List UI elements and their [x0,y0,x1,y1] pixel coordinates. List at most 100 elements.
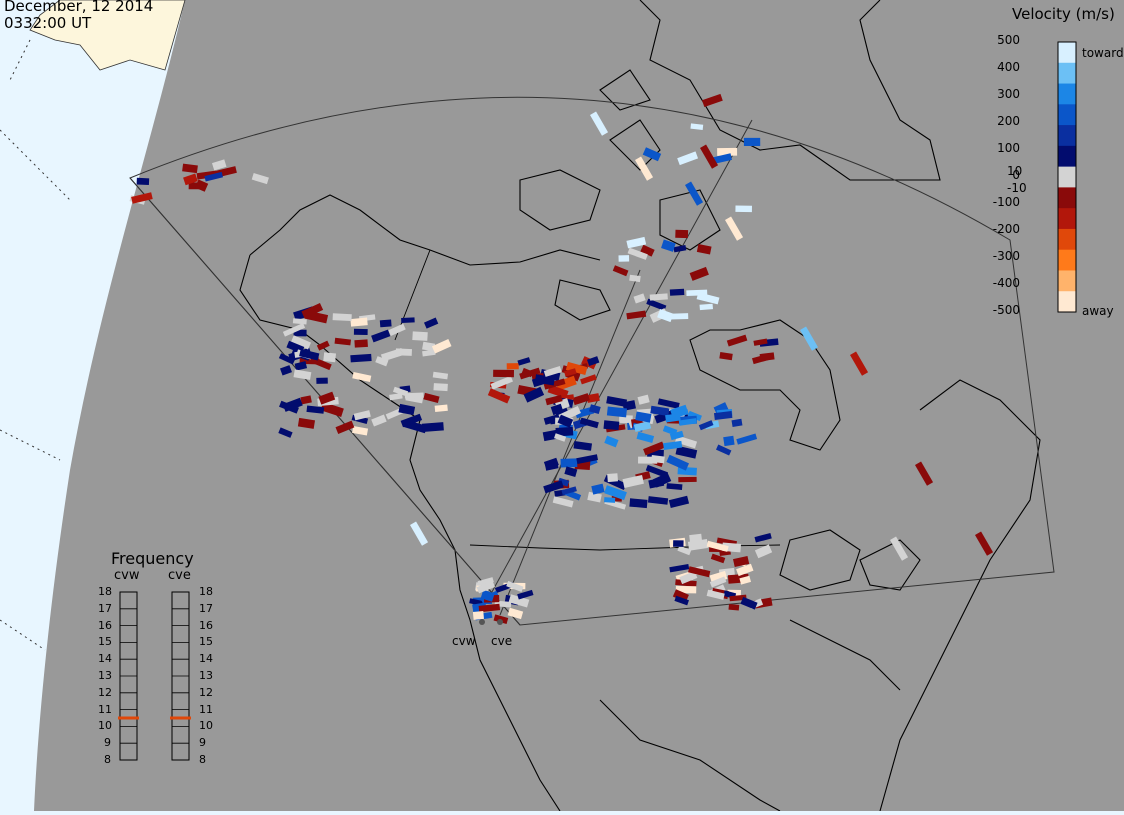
velocity-colorbar [1057,41,1077,313]
radar-echo-cell [629,498,648,509]
radar-echo-cell [731,418,743,428]
radar-echo-cell [194,179,209,192]
radar-echo-cell [318,391,336,405]
colorbar-swatch [1058,228,1076,251]
radar-echo-cell [294,361,308,371]
radar-echo-cell [332,313,352,321]
radar-echo-cell [686,289,708,296]
radar-echo-cell [702,93,723,108]
radar-echo-cell [560,458,578,468]
radar-echo-cell [432,371,449,380]
radar-echo-cell [666,454,689,471]
radar-echo-cell [404,392,424,399]
colorbar-tick: -300 [992,249,1020,263]
radar-echo-cell [545,462,559,471]
radar-echo-cell [668,495,690,509]
radar-site-label: cve [491,634,513,648]
radar-echo-cell [715,444,732,456]
radar-echo-cell [890,536,909,561]
radar-echo-cell [480,589,495,602]
radar-echo-cell [663,440,683,450]
radar-echo-cell [519,367,541,380]
radar-echo-cell [736,433,758,445]
radar-echo-cell [669,313,689,320]
colorbar-swatch [1058,249,1076,271]
colorbar-swatch [1058,145,1076,168]
radar-echo-cell [352,425,369,436]
radar-echo-cell [290,335,311,350]
radar-echo-cell [651,454,665,464]
radar-echo-cell [251,172,269,185]
radar-echo-cell [649,293,668,301]
colorbar-swatch [1058,166,1076,188]
radar-echo-cell [555,375,577,391]
radar-echo-cell [350,317,368,327]
radar-echo-cell [753,338,768,346]
radar-echo-cell [573,440,593,451]
radar-echo-cell [677,545,692,556]
radar-echo-cell [650,405,670,416]
frequency-tick-label: 15 [98,635,112,649]
radar-echo-cell [292,318,307,325]
frequency-tick-label: 16 [98,618,112,632]
radar-echo-cell [564,466,578,477]
colorbar-tick: 400 [997,60,1020,74]
frequency-tick-label: 11 [199,702,213,716]
frequency-tick-label: 12 [199,685,213,699]
radar-echo-cell [635,411,652,423]
radar-echo-cell [543,378,566,390]
radar-echo-cell [640,244,655,257]
radar-echo-cell [477,577,494,587]
colorbar-swatch [1058,62,1076,85]
radar-echo-cell [754,532,772,543]
radar-echo-cell [974,531,994,556]
frequency-tick-label: 8 [104,753,111,766]
colorbar-tick: -400 [992,276,1020,290]
frequency-tick-label: 14 [98,652,112,666]
colorbar-tick: -200 [992,222,1020,236]
frequency-tick-label: 18 [199,585,213,598]
colorbar-tick: 300 [997,87,1020,101]
frequency-tick-label: 9 [104,736,111,750]
radar-echo-cell [422,349,436,357]
frequency-tick-label: 9 [199,736,206,750]
radar-echo-cell [278,353,296,365]
radar-echo-cell [690,123,704,130]
radar-echo-cell [301,303,324,319]
radar-echo-cell [699,303,714,311]
radar-echo-cell [354,339,368,348]
radar-echo-cell [334,337,352,346]
radar-echo-cell [665,413,681,423]
colorbar-swatch [1058,125,1076,147]
radar-echo-cell [487,388,511,404]
colorbar-tick: 200 [997,114,1020,128]
radar-echo-cell [576,454,599,464]
radar-echo-cell [717,147,738,156]
radar-echoes [129,93,994,625]
radar-echo-cell [754,544,773,559]
radar-echo-cell [388,323,406,336]
radar-echo-cell [604,485,627,501]
radar-echo-cell [297,417,316,429]
radar-echo-cell [654,409,675,424]
radar-echo-cell [278,427,293,438]
radar-echo-cell [580,374,597,385]
frequency-radar-name: cvw [114,568,140,583]
globe-disk [34,0,1124,811]
colorbar-tick: -100 [992,195,1020,209]
radar-echo-cell [739,575,751,585]
radar-echo-cell [282,397,303,412]
radar-echo-cell [299,348,320,361]
radar-echo-cell [627,247,648,260]
radar-echo-cell [565,361,588,376]
radar-echo-cell [478,603,501,613]
radar-echo-cell [666,483,683,491]
radar-echo-cell [398,403,416,416]
radar-echo-cell [543,366,562,377]
radar-echo-cell [400,413,423,428]
colorbar-tick: 10 [1007,164,1023,178]
radar-echo-cell [392,386,409,397]
radar-echo-cell [550,403,564,416]
radar-echo-cell [182,163,198,174]
frequency-tick-label: 13 [98,669,112,682]
